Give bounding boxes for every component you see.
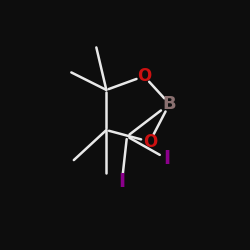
Text: B: B	[163, 95, 176, 113]
Text: O: O	[143, 133, 157, 151]
Text: I: I	[164, 150, 170, 169]
Text: O: O	[137, 67, 151, 85]
Text: I: I	[118, 172, 126, 191]
